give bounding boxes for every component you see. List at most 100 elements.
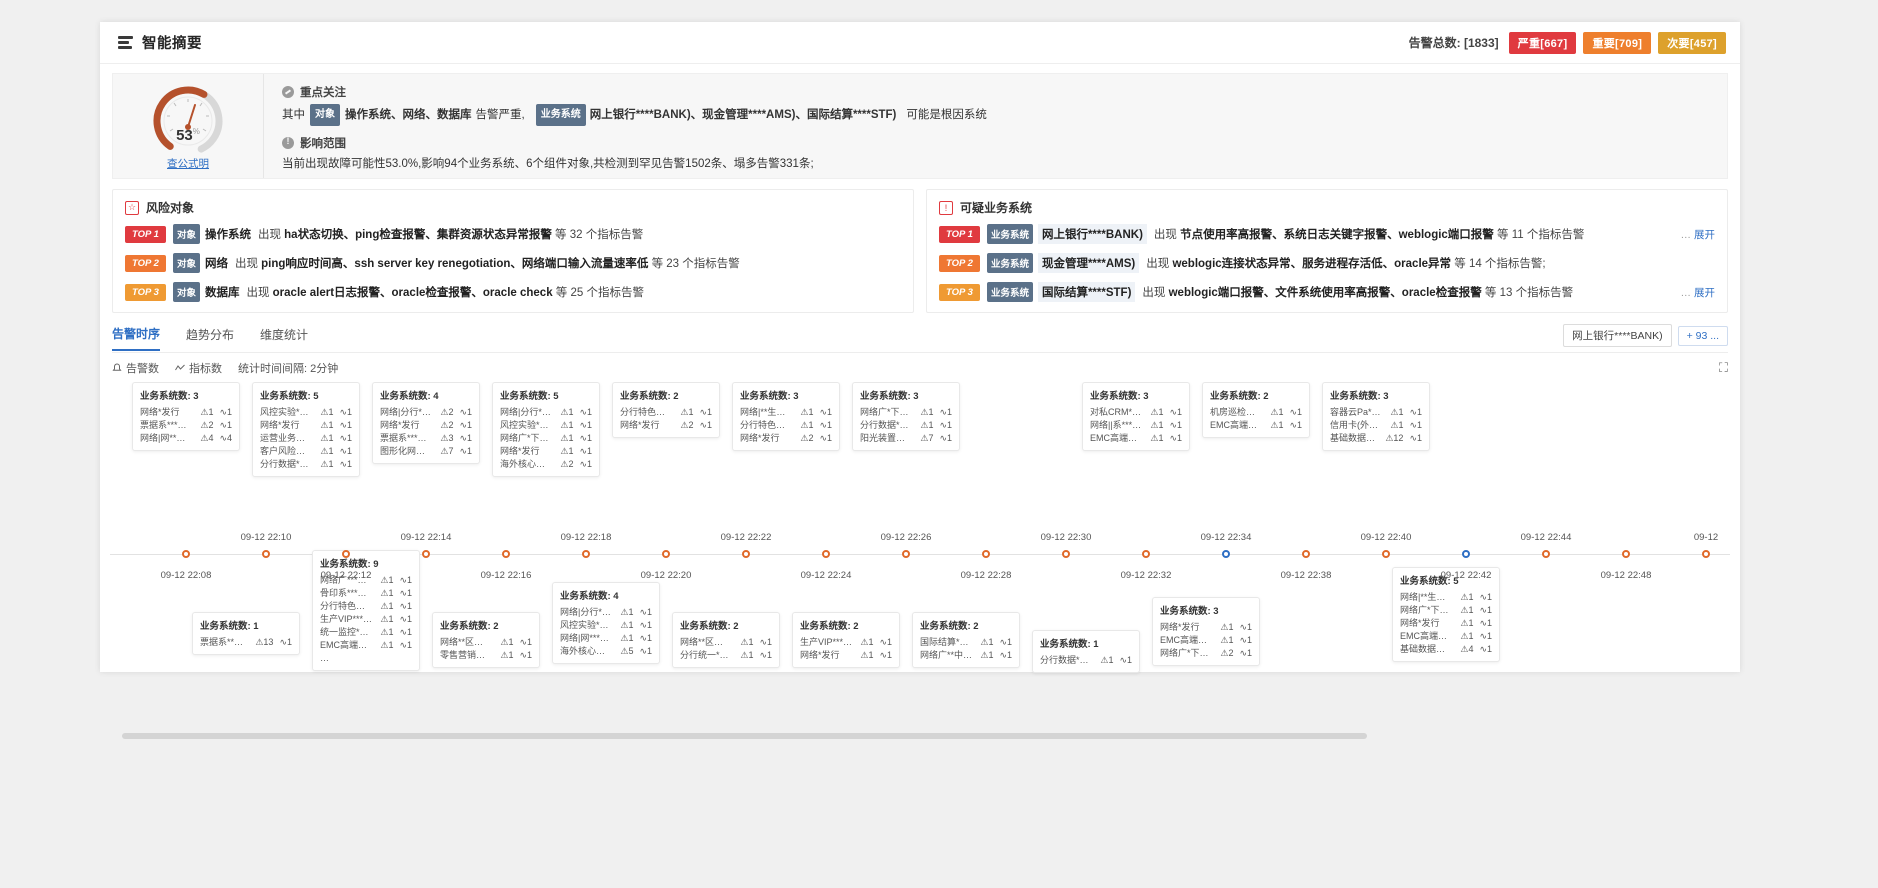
table-row[interactable]: TOP 2 对象 网络 出现 ping响应时间高、ssh server key … (125, 253, 901, 273)
list-item[interactable]: 网络|**生… ⚠1 ∿1 (740, 406, 832, 419)
list-item[interactable]: 运营业务… ⚠1 ∿1 (260, 432, 352, 445)
list-item[interactable]: 对私CRM*… ⚠1 ∿1 (1090, 406, 1182, 419)
list-item[interactable]: 网络|分行*… ⚠2 ∿1 (380, 406, 472, 419)
badge-major[interactable]: 重要[709] (1583, 31, 1652, 54)
list-item[interactable]: 网络*发行 ⚠2 ∿1 (380, 419, 472, 432)
list-item[interactable]: 网络广*下… ⚠2 ∿1 (1160, 647, 1252, 660)
list-item[interactable]: 网络*发行 ⚠1 ∿1 (1160, 621, 1252, 634)
timeline-marker[interactable] (1542, 550, 1550, 558)
object-name[interactable]: 操作系统 (204, 229, 251, 241)
list-item[interactable]: EMC高端… ⚠1 ∿1 (1400, 630, 1492, 643)
timeline-card[interactable]: 业务系统数: 4 网络|分行*… ⚠2 ∿1 网络*发行 ⚠2 ∿1 票据系***… ⚠3 ∿1 图… (372, 382, 480, 464)
timeline-card[interactable]: 业务系统数: 1 分行数据*… ⚠1 ∿1 (1032, 630, 1140, 673)
timeline-card[interactable]: 业务系统数: 2 生产VIP***… ⚠1 ∿1 网络*发行 ⚠1 ∿1 (792, 612, 900, 668)
timeline-marker[interactable] (1622, 550, 1630, 558)
list-item[interactable]: 网络|分行*… ⚠1 ∿1 (500, 406, 592, 419)
list-item[interactable]: 票据系***… ⚠3 ∿1 (380, 432, 472, 445)
timeline-marker[interactable] (982, 550, 990, 558)
list-item[interactable]: 分行数据*… ⚠1 ∿1 (260, 458, 352, 471)
badge-severe[interactable]: 严重[667] (1508, 31, 1577, 54)
timeline-marker[interactable] (902, 550, 910, 558)
list-item[interactable]: 网络|分行*… ⚠1 ∿1 (560, 606, 652, 619)
table-row[interactable]: TOP 3 对象 数据库 出现 oracle alert日志报警、oracle检… (125, 282, 901, 302)
list-item[interactable]: 网络*发行 ⚠1 ∿1 (500, 445, 592, 458)
timeline-card[interactable]: 业务系统数: 5 风控实验*… ⚠1 ∿1 网络*发行 ⚠1 ∿1 运营业务… ⚠1 ∿1 客户风险… (252, 382, 360, 477)
timeline-marker[interactable] (822, 550, 830, 558)
gauge-formula-link[interactable]: 查公式明 (167, 158, 209, 170)
list-item[interactable]: 统一监控*… ⚠1 ∿1 (320, 626, 412, 639)
timeline-marker[interactable] (1702, 550, 1710, 558)
timeline-marker[interactable] (1462, 550, 1470, 558)
list-item[interactable]: 国际结算*… ⚠1 ∿1 (920, 636, 1012, 649)
list-item[interactable]: 信用卡(外… ⚠1 ∿1 (1330, 419, 1422, 432)
list-item[interactable]: 分行特色… ⚠1 ∿1 (320, 600, 412, 613)
timeline-card[interactable]: 业务系统数: 3 网络*发行 ⚠1 ∿1 EMC高端… ⚠1 ∿1 网络广*下… ⚠2 ∿1 (1152, 597, 1260, 666)
timeline-marker[interactable] (422, 550, 430, 558)
expand-link[interactable]: … 展开 (1680, 286, 1716, 299)
timeline-marker[interactable] (1382, 550, 1390, 558)
object-name[interactable]: 国际结算****STF) (1037, 282, 1136, 302)
object-name[interactable]: 数据库 (204, 287, 240, 299)
list-item[interactable]: 分行特色… ⚠1 ∿1 (740, 419, 832, 432)
timeline-card[interactable]: 业务系统数: 2 分行特色… ⚠1 ∿1 网络*发行 ⚠2 ∿1 (612, 382, 720, 438)
object-name[interactable]: 现金管理****AMS) (1037, 253, 1140, 273)
timeline-marker[interactable] (342, 550, 350, 558)
timeline-card[interactable]: 业务系统数: 3 网络|**生… ⚠1 ∿1 分行特色… ⚠1 ∿1 网络*发行 ⚠2 ∿1 (732, 382, 840, 451)
list-item[interactable]: EMC高端… ⚠1 ∿1 (1090, 432, 1182, 445)
list-item[interactable]: 分行特色… ⚠1 ∿1 (620, 406, 712, 419)
list-item[interactable]: 网络||系***… ⚠1 ∿1 (1090, 419, 1182, 432)
timeline-marker[interactable] (662, 550, 670, 558)
list-item[interactable]: 零售营销… ⚠1 ∿1 (440, 649, 532, 662)
list-item[interactable]: 分行数据*… ⚠1 ∿1 (860, 419, 952, 432)
legend-metric-count[interactable]: 指标数 (175, 360, 222, 376)
expand-icon[interactable]: ⛶ (1718, 360, 1728, 375)
list-item[interactable]: 生产VIP***… ⚠1 ∿1 (320, 613, 412, 626)
expand-link[interactable]: … 展开 (1680, 228, 1716, 241)
list-item[interactable]: 客户风险… ⚠1 ∿1 (260, 445, 352, 458)
list-item[interactable]: 网络*发行 ⚠1 ∿1 (1400, 617, 1492, 630)
horizontal-scrollbar[interactable] (122, 733, 1718, 739)
list-item[interactable]: 海外核心… ⚠2 ∿1 (500, 458, 592, 471)
list-item[interactable]: 网络**区… ⚠1 ∿1 (680, 636, 772, 649)
list-item[interactable]: 机房巡检… ⚠1 ∿1 (1210, 406, 1302, 419)
list-item[interactable]: 生产VIP***… ⚠1 ∿1 (800, 636, 892, 649)
tab-dimension-stats[interactable]: 维度统计 (260, 327, 309, 342)
table-row[interactable]: TOP 1 对象 操作系统 出现 ha状态切换、ping检查报警、集群资源状态异… (125, 224, 901, 244)
timeline-card[interactable]: 业务系统数: 4 网络|分行*… ⚠1 ∿1 风控实验*… ⚠1 ∿1 网络|网***… ⚠1 ∿… (552, 582, 660, 664)
list-item[interactable]: 网络*发行 ⚠2 ∿1 (740, 432, 832, 445)
list-item[interactable]: 网络|网**… ⚠4 ∿4 (140, 432, 232, 445)
list-item[interactable]: 风控实验*… ⚠1 ∿1 (560, 619, 652, 632)
timeline-marker[interactable] (1142, 550, 1150, 558)
list-item[interactable]: 票据系***… ⚠2 ∿1 (140, 419, 232, 432)
badge-minor[interactable]: 次要[457] (1658, 31, 1726, 54)
timeline-card[interactable]: 业务系统数: 5 网络|分行*… ⚠1 ∿1 风控实验*… ⚠1 ∿1 网络广*下… ⚠1 ∿1 网… (492, 382, 600, 477)
list-item[interactable]: 分行数据*… ⚠1 ∿1 (1040, 654, 1132, 667)
list-item[interactable]: 票据系**… ⚠13 ∿1 (200, 636, 292, 649)
table-row[interactable]: TOP 1 业务系统 网上银行****BANK) 出现 节点使用率高报警、系统日… (939, 224, 1715, 244)
table-row[interactable]: TOP 3 业务系统 国际结算****STF) 出现 weblogic端口报警、… (939, 282, 1715, 302)
timeline-marker[interactable] (262, 550, 270, 558)
timeline-marker[interactable] (1062, 550, 1070, 558)
list-item[interactable]: 网络广*下… ⚠1 ∿1 (860, 406, 952, 419)
list-item[interactable]: 网络*发行 ⚠2 ∿1 (620, 419, 712, 432)
timeline-marker[interactable] (1222, 550, 1230, 558)
list-item[interactable]: 网络广*下… ⚠1 ∿1 (1400, 604, 1492, 617)
list-item[interactable]: 骨印系***… ⚠1 ∿1 (320, 587, 412, 600)
list-item[interactable]: 图形化网… ⚠7 ∿1 (380, 445, 472, 458)
list-item[interactable]: 海外核心… ⚠5 ∿1 (560, 645, 652, 658)
list-item[interactable]: 网络**区… ⚠1 ∿1 (440, 636, 532, 649)
tab-trend-distribution[interactable]: 趋势分布 (186, 327, 235, 342)
list-item[interactable]: 容器云Pa*… ⚠1 ∿1 (1330, 406, 1422, 419)
timeline-card[interactable]: 业务系统数: 2 网络**区… ⚠1 ∿1 分行统一*… ⚠1 ∿1 (672, 612, 780, 668)
timeline-marker[interactable] (742, 550, 750, 558)
list-item[interactable]: 网络*发行 ⚠1 ∿1 (260, 419, 352, 432)
list-item[interactable]: 网络|**生… ⚠1 ∿1 (1400, 591, 1492, 604)
timeline-card[interactable]: 业务系统数: 2 网络**区… ⚠1 ∿1 零售营销… ⚠1 ∿1 (432, 612, 540, 668)
tab-alarm-timeline[interactable]: 告警时序 (112, 325, 161, 351)
list-item[interactable]: 网络|网***… ⚠1 ∿1 (560, 632, 652, 645)
list-item[interactable]: 网络*发行 ⚠1 ∿1 (800, 649, 892, 662)
list-item[interactable]: 网络广***网… ⚠1 ∿1 (320, 574, 412, 587)
timeline-card[interactable]: 业务系统数: 9 网络广***网… ⚠1 ∿1 骨印系***… ⚠1 ∿1 分行特色… ⚠1 ∿1… (312, 550, 420, 671)
table-row[interactable]: TOP 2 业务系统 现金管理****AMS) 出现 weblogic连接状态异… (939, 253, 1715, 273)
list-item[interactable]: EMC高端… ⚠1 ∿1 (1160, 634, 1252, 647)
